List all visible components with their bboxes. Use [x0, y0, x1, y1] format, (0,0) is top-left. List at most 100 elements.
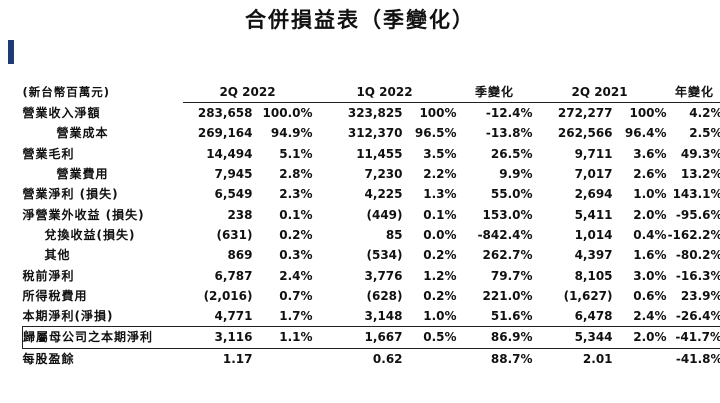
pct-2q2022: 94.9%	[270, 126, 313, 141]
row-label: 所得稅費用	[22, 288, 88, 303]
table-row: 每股盈餘 1.17 0.62 88.7% 2.01 -41.8%	[23, 348, 720, 369]
value-1q2022: 0.62	[372, 351, 403, 366]
table-row: 其他 869 0.3% (534) 0.2% 262.7% 4,397 1.6% -80.2%	[23, 245, 720, 265]
pct-2q2022: 0.3%	[279, 248, 313, 263]
pct-2q2021: 96.4%	[624, 126, 667, 141]
value-1q2022: (449)	[366, 207, 403, 222]
value-2q2021: (1,627)	[563, 288, 613, 303]
pct-2q2021: 1.6%	[633, 248, 667, 263]
pct-2q2021: 3.0%	[633, 268, 667, 283]
qoq-change: 79.7%	[490, 268, 533, 283]
yoy-change: -80.2%	[675, 248, 720, 263]
value-2q2021: 9,711	[574, 146, 613, 161]
pct-1q2022: 0.5%	[402, 326, 457, 349]
table-row: 歸屬母公司之本期淨利 3,116 1.1% 1,667 0.5% 86.9% 5,344 2.…	[22, 326, 720, 349]
table-header-row: (新台幣百萬元) 2Q 2022 1Q 2022 季變化 2Q 2021 年變化	[23, 82, 720, 103]
pct-1q2022: 0.2%	[423, 248, 457, 263]
value-2q2022: 238	[227, 207, 253, 222]
row-label: 營業淨利 (損失)	[22, 187, 119, 202]
pct-1q2022: 1.3%	[423, 187, 457, 202]
qoq-change: -13.8%	[485, 126, 533, 141]
yoy-change: 23.9%	[680, 288, 720, 303]
value-2q2022: 6,787	[214, 268, 253, 283]
value-2q2021: 272,277	[557, 106, 613, 121]
value-2q2022: 14,494	[206, 146, 253, 161]
row-label: 營業成本	[56, 126, 109, 141]
value-1q2022: 1,667	[312, 326, 403, 349]
qoq-change: 26.5%	[490, 146, 533, 161]
pct-2q2021: 2.0%	[612, 326, 667, 349]
page-title: 合併損益表（季變化）	[245, 7, 475, 32]
pct-2q2022: 2.8%	[279, 167, 313, 182]
pct-2q2022: 0.2%	[279, 227, 313, 242]
qoq-change: 9.9%	[499, 167, 533, 182]
value-2q2021: 8,105	[574, 268, 613, 283]
qoq-change: -12.4%	[485, 106, 533, 121]
value-2q2022: (631)	[216, 227, 253, 242]
row-label: 淨營業外收益 (損失)	[22, 207, 145, 222]
yoy-change: -162.2%	[667, 227, 720, 242]
yoy-change: 4.2%	[689, 106, 720, 121]
value-2q2021: 2.01	[582, 351, 613, 366]
pct-2q2021	[613, 348, 667, 369]
value-1q2022: (628)	[366, 288, 403, 303]
value-1q2022: (534)	[366, 248, 403, 263]
pct-1q2022: 100%	[419, 106, 457, 121]
qoq-change: -842.4%	[477, 227, 533, 242]
value-1q2022: 312,370	[347, 126, 403, 141]
yoy-change: 143.1%	[672, 187, 720, 202]
value-2q2021: 5,344	[532, 326, 613, 349]
yoy-change: -41.8%	[675, 351, 720, 366]
income-statement-table: (新台幣百萬元) 2Q 2022 1Q 2022 季變化 2Q 2021 年變化…	[22, 82, 720, 369]
value-2q2021: 1,014	[574, 227, 613, 242]
table-row: 營業淨利 (損失) 6,549 2.3% 4,225 1.3% 55.0% 2,694 1.0…	[23, 184, 720, 204]
value-1q2022: 85	[385, 227, 403, 242]
pct-2q2022: 1.1%	[252, 326, 313, 349]
value-2q2021: 2,694	[574, 187, 613, 202]
value-1q2022: 7,230	[364, 167, 403, 182]
qoq-change: 221.0%	[482, 288, 533, 303]
value-2q2022: 869	[227, 248, 253, 263]
pct-2q2022: 5.1%	[279, 146, 313, 161]
yoy-change: -95.6%	[675, 207, 720, 222]
pct-1q2022: 1.2%	[423, 268, 457, 283]
pct-2q2021: 3.6%	[633, 146, 667, 161]
yoy-change: 49.3%	[680, 146, 720, 161]
pct-2q2021: 2.4%	[633, 309, 667, 324]
pct-1q2022	[403, 348, 457, 369]
row-label: 營業收入淨額	[22, 105, 101, 120]
row-label: 稅前淨利	[22, 268, 75, 283]
pct-2q2021: 100%	[629, 106, 667, 121]
yoy-change: 2.5%	[689, 126, 720, 141]
pct-1q2022: 3.5%	[423, 146, 457, 161]
pct-2q2021: 2.6%	[633, 167, 667, 182]
qoq-change: 86.9%	[456, 326, 533, 349]
value-1q2022: 3,776	[364, 268, 403, 283]
pct-1q2022: 0.2%	[423, 288, 457, 303]
table-row: 本期淨利(淨損) 4,771 1.7% 3,148 1.0% 51.6% 6,478 2.4%…	[23, 306, 720, 327]
pct-1q2022: 96.5%	[414, 126, 457, 141]
value-2q2022: 7,945	[214, 167, 253, 182]
pct-2q2022: 100.0%	[262, 106, 313, 121]
value-1q2022: 4,225	[364, 187, 403, 202]
value-2q2021: 5,411	[574, 207, 613, 222]
value-2q2021: 262,566	[557, 126, 613, 141]
unit-label: (新台幣百萬元)	[22, 85, 111, 100]
yoy-change: 13.2%	[680, 167, 720, 182]
qoq-change: 51.6%	[490, 309, 533, 324]
table-row: 稅前淨利 6,787 2.4% 3,776 1.2% 79.7% 8,105 3.0% -16.…	[23, 265, 720, 285]
row-label: 歸屬母公司之本期淨利	[22, 326, 183, 349]
qoq-change: 153.0%	[482, 207, 533, 222]
table-row: 營業費用 7,945 2.8% 7,230 2.2% 9.9% 7,017 2.6% 13.2%	[23, 164, 720, 184]
pct-2q2022	[253, 348, 313, 369]
row-label: 兌換收益(損失)	[44, 227, 136, 242]
value-2q2022: (2,016)	[203, 288, 253, 303]
row-label: 營業毛利	[22, 146, 75, 161]
table-row: 營業成本 269,164 94.9% 312,370 96.5% -13.8% 262,56…	[23, 123, 720, 143]
table-row: 所得稅費用 (2,016) 0.7% (628) 0.2% 221.0% (1,627) 0.…	[23, 286, 720, 306]
value-2q2022: 269,164	[197, 126, 253, 141]
value-2q2022: 1.17	[222, 351, 253, 366]
value-2q2022: 6,549	[214, 187, 253, 202]
pct-1q2022: 0.0%	[423, 227, 457, 242]
qoq-change: 55.0%	[490, 187, 533, 202]
